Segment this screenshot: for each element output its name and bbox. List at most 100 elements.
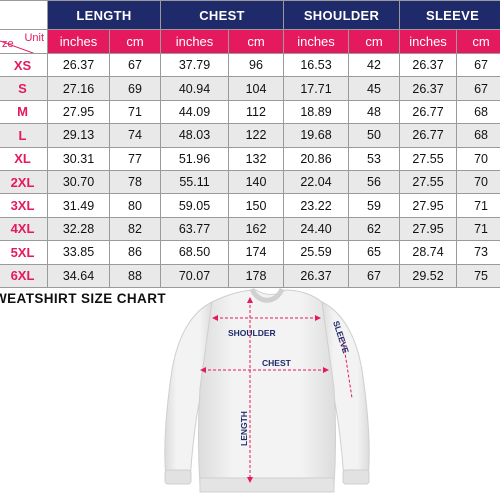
size-row: M 27.95 71 44.09 112 18.89 48 26.77 68 bbox=[0, 99, 500, 125]
size-rows: XS 26.37 67 37.79 96 16.53 42 26.37 67 S 27.16 69 40… bbox=[0, 52, 500, 288]
length-arrow-bottom bbox=[247, 477, 253, 483]
cm-value: 42 bbox=[347, 52, 401, 78]
cm-value: 77 bbox=[109, 146, 161, 171]
cm-value: 67 bbox=[347, 263, 401, 288]
inches-value: 55.11 bbox=[160, 169, 229, 195]
inches-value: 26.77 bbox=[399, 123, 458, 148]
cm-value: 104 bbox=[228, 76, 284, 101]
chest-label: CHEST bbox=[262, 358, 292, 368]
right-sleeve bbox=[321, 301, 370, 482]
inches-value: 19.68 bbox=[283, 123, 349, 148]
inches-value: 48.03 bbox=[160, 123, 229, 148]
cm-value: 78 bbox=[109, 169, 161, 195]
shoulder-label: SHOULDER bbox=[228, 328, 276, 338]
shoulder-arrow-left bbox=[212, 315, 218, 321]
size-row: XL 30.31 77 51.96 132 20.86 53 27.55 70 bbox=[0, 146, 500, 171]
inches-value: 32.28 bbox=[47, 216, 110, 242]
inches-value: 27.16 bbox=[47, 76, 110, 101]
cm-value: 96 bbox=[228, 52, 284, 78]
cm-value: 69 bbox=[109, 76, 161, 101]
unit-label: cm bbox=[347, 29, 401, 54]
size-label: 4XL bbox=[0, 216, 48, 242]
inches-value: 29.52 bbox=[399, 263, 458, 288]
size-row: 2XL 30.70 78 55.11 140 22.04 56 27.55 70 bbox=[0, 169, 500, 195]
cm-value: 65 bbox=[347, 240, 401, 265]
cm-value: 45 bbox=[347, 76, 401, 101]
inches-value: 34.64 bbox=[47, 263, 110, 288]
size-label: L bbox=[0, 123, 48, 148]
size-table: LENGTH CHEST SHOULDER SLEEVE Unit ze inc… bbox=[0, 0, 500, 288]
inches-value: 27.55 bbox=[399, 169, 458, 195]
size-label: 3XL bbox=[0, 193, 48, 218]
length-header: LENGTH bbox=[47, 0, 161, 30]
inches-value: 31.49 bbox=[47, 193, 110, 218]
inches-value: 33.85 bbox=[47, 240, 110, 265]
shoulder-header: SHOULDER bbox=[282, 0, 401, 30]
inches-value: 59.05 bbox=[160, 193, 229, 218]
cm-value: 73 bbox=[456, 240, 500, 265]
cm-value: 75 bbox=[456, 263, 500, 288]
cm-value: 56 bbox=[347, 169, 401, 195]
inches-value: 51.96 bbox=[160, 146, 229, 171]
size-row: 5XL 33.85 86 68.50 174 25.59 65 28.74 73 bbox=[0, 240, 500, 265]
cm-value: 67 bbox=[109, 52, 161, 78]
length-arrow-top bbox=[247, 297, 253, 303]
cm-value: 150 bbox=[228, 193, 284, 218]
cm-value: 62 bbox=[347, 216, 401, 242]
garment-body bbox=[198, 289, 336, 487]
inches-value: 70.07 bbox=[160, 263, 229, 288]
cm-value: 82 bbox=[109, 216, 161, 242]
cm-value: 70 bbox=[456, 169, 500, 195]
inches-value: 23.22 bbox=[283, 193, 349, 218]
unit-label: inches bbox=[47, 29, 110, 54]
measurement-group-header: LENGTH CHEST SHOULDER SLEEVE bbox=[0, 0, 500, 30]
inches-value: 26.37 bbox=[283, 263, 349, 288]
unit-header-row: Unit ze inches cm inches cm inches cm in… bbox=[0, 29, 500, 54]
inches-value: 20.86 bbox=[283, 146, 349, 171]
unit-label: cm bbox=[456, 29, 500, 54]
cm-value: 71 bbox=[456, 193, 500, 218]
length-label: LENGTH bbox=[239, 411, 249, 446]
inches-value: 26.37 bbox=[399, 52, 458, 78]
cm-value: 59 bbox=[347, 193, 401, 218]
cm-value: 68 bbox=[456, 99, 500, 125]
cm-value: 53 bbox=[347, 146, 401, 171]
sleeve-header: SLEEVE bbox=[399, 0, 500, 30]
size-label: 5XL bbox=[0, 240, 48, 265]
chest-arrow-left bbox=[200, 367, 206, 373]
cm-value: 67 bbox=[456, 52, 500, 78]
cm-value: 50 bbox=[347, 123, 401, 148]
cm-value: 174 bbox=[228, 240, 284, 265]
chest-header: CHEST bbox=[160, 0, 284, 30]
unit-label: inches bbox=[160, 29, 229, 54]
chest-arrow-right bbox=[323, 367, 329, 373]
unit-label: inches bbox=[399, 29, 458, 54]
size-label: 6XL bbox=[0, 263, 48, 288]
hem-band bbox=[199, 477, 335, 493]
inches-value: 44.09 bbox=[160, 99, 229, 125]
inches-value: 63.77 bbox=[160, 216, 229, 242]
inches-value: 28.74 bbox=[399, 240, 458, 265]
cm-value: 74 bbox=[109, 123, 161, 148]
header-blank bbox=[0, 0, 48, 30]
cm-value: 122 bbox=[228, 123, 284, 148]
inches-value: 27.95 bbox=[399, 193, 458, 218]
left-sleeve bbox=[164, 301, 213, 482]
inches-value: 22.04 bbox=[283, 169, 349, 195]
inches-value: 68.50 bbox=[160, 240, 229, 265]
size-label: 2XL bbox=[0, 169, 48, 195]
size-unit-corner: Unit ze bbox=[0, 29, 48, 54]
inches-value: 17.71 bbox=[283, 76, 349, 101]
inches-value: 27.95 bbox=[47, 99, 110, 125]
collar bbox=[249, 287, 285, 303]
inches-value: 29.13 bbox=[47, 123, 110, 148]
chart-title: WEATSHIRT SIZE CHART bbox=[0, 291, 166, 306]
size-label: S bbox=[0, 76, 48, 101]
cm-value: 71 bbox=[109, 99, 161, 125]
inches-value: 27.55 bbox=[399, 146, 458, 171]
unit-label: cm bbox=[228, 29, 284, 54]
cm-value: 88 bbox=[109, 263, 161, 288]
left-cuff bbox=[164, 469, 192, 485]
